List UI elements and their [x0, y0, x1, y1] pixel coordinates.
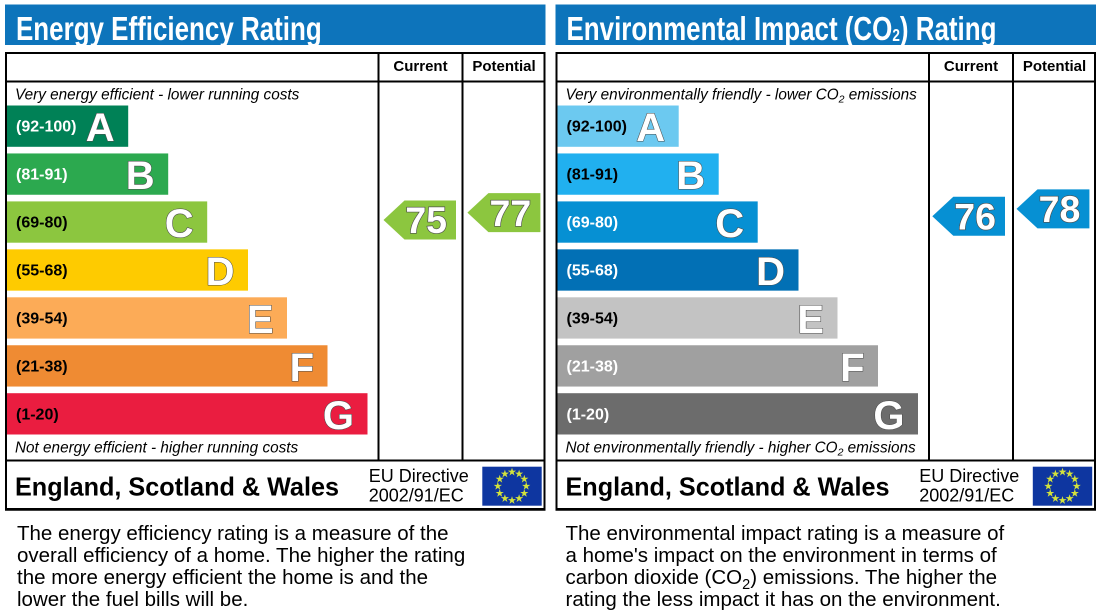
svg-text:Not environmentally friendly -: Not environmentally friendly - higher CO… [566, 440, 917, 459]
svg-text:(55-68): (55-68) [16, 262, 68, 279]
svg-text:carbon dioxide (CO2) emissions: carbon dioxide (CO2) emissions. The high… [566, 566, 998, 593]
svg-text:rating the less impact it has: rating the less impact it has on the env… [566, 588, 1001, 611]
svg-text:B: B [676, 154, 705, 198]
svg-text:(69-80): (69-80) [567, 215, 619, 232]
svg-text:F: F [290, 346, 314, 390]
svg-text:(55-68): (55-68) [567, 262, 619, 279]
svg-text:(1-20): (1-20) [567, 406, 610, 423]
svg-text:Environmental Impact (CO2) Rat: Environmental Impact (CO2) Rating [567, 11, 997, 48]
svg-text:78: 78 [1039, 188, 1081, 230]
svg-text:A: A [636, 106, 665, 150]
svg-text:A: A [86, 106, 115, 150]
svg-text:D: D [206, 250, 235, 294]
svg-text:G: G [873, 394, 904, 438]
svg-text:Potential: Potential [472, 58, 535, 75]
svg-text:F: F [840, 346, 864, 390]
svg-text:the more energy efficient the: the more energy efficient the home is an… [17, 566, 428, 589]
svg-text:Current: Current [944, 58, 998, 75]
svg-text:(39-54): (39-54) [16, 310, 68, 327]
svg-text:The energy efficiency rating i: The energy efficiency rating is a measur… [17, 522, 449, 545]
svg-text:(1-20): (1-20) [16, 406, 59, 423]
svg-text:a home's impact on the environ: a home's impact on the environment in te… [566, 544, 998, 567]
svg-text:Current: Current [393, 58, 447, 75]
svg-text:lower the fuel bills will be.: lower the fuel bills will be. [17, 588, 248, 611]
svg-text:2002/91/EC: 2002/91/EC [919, 486, 1014, 506]
svg-text:D: D [756, 250, 785, 294]
svg-text:EU Directive: EU Directive [369, 466, 469, 486]
svg-text:overall efficiency of a home.: overall efficiency of a home. The higher… [17, 544, 465, 567]
svg-text:Potential: Potential [1023, 58, 1086, 75]
svg-text:E: E [247, 298, 274, 342]
svg-text:B: B [126, 154, 155, 198]
svg-text:(21-38): (21-38) [16, 358, 68, 375]
svg-text:Energy Efficiency Rating: Energy Efficiency Rating [16, 11, 322, 48]
svg-text:C: C [165, 202, 194, 246]
svg-text:(81-91): (81-91) [567, 167, 619, 184]
svg-text:England, Scotland & Wales: England, Scotland & Wales [15, 472, 339, 502]
svg-text:The environmental impact ratin: The environmental impact rating is a mea… [566, 522, 1005, 545]
svg-text:C: C [715, 202, 744, 246]
svg-text:England, Scotland & Wales: England, Scotland & Wales [566, 472, 890, 502]
svg-text:77: 77 [490, 192, 532, 234]
svg-text:Not energy efficient - higher: Not energy efficient - higher running co… [15, 440, 298, 457]
svg-text:(21-38): (21-38) [567, 358, 619, 375]
svg-text:EU Directive: EU Directive [919, 466, 1019, 486]
svg-text:G: G [323, 394, 354, 438]
svg-text:75: 75 [405, 199, 447, 241]
svg-text:(69-80): (69-80) [16, 215, 68, 232]
svg-text:76: 76 [954, 196, 996, 238]
svg-text:(81-91): (81-91) [16, 167, 68, 184]
svg-text:E: E [797, 298, 824, 342]
svg-text:(92-100): (92-100) [567, 119, 627, 136]
svg-text:Very energy efficient - lower: Very energy efficient - lower running co… [15, 87, 300, 104]
svg-text:(92-100): (92-100) [16, 119, 76, 136]
svg-text:2002/91/EC: 2002/91/EC [369, 486, 464, 506]
svg-text:(39-54): (39-54) [567, 310, 619, 327]
svg-text:Very environmentally friendly: Very environmentally friendly - lower CO… [566, 87, 918, 106]
